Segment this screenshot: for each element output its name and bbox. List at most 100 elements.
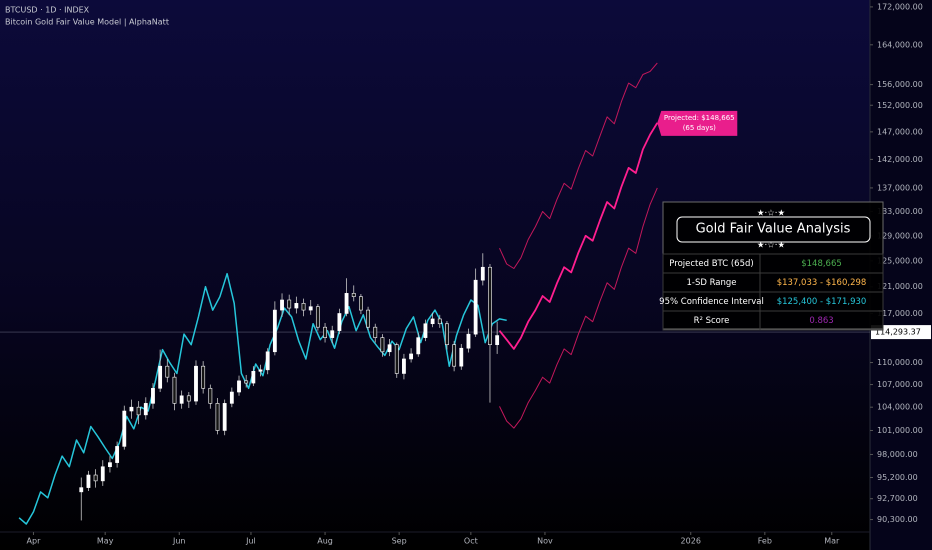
x-tick-label: 2026 xyxy=(681,537,701,546)
candle-body xyxy=(373,326,378,338)
candle-body xyxy=(122,410,127,447)
series-line xyxy=(498,122,659,350)
annotation-subtext: (65 days) xyxy=(683,124,716,132)
y-tick-label: 101,000.00 xyxy=(877,426,923,435)
y-tick-label: 172,000.00 xyxy=(877,2,923,11)
x-tick-label: Aug xyxy=(317,537,333,546)
y-tick-label: 156,000.00 xyxy=(877,80,923,89)
y-tick-label: 152,000.00 xyxy=(877,101,923,110)
x-tick-label: May xyxy=(97,537,114,546)
candle-body xyxy=(136,406,141,416)
candle-body xyxy=(358,296,363,311)
row-value: $137,033 - $160,298 xyxy=(777,278,867,288)
candle-body xyxy=(93,474,98,482)
candle-body xyxy=(423,323,428,338)
table-frame xyxy=(662,201,884,330)
candle-body xyxy=(387,344,392,353)
candle-body xyxy=(151,387,155,404)
y-tick-label: 110,000.00 xyxy=(877,358,923,367)
candle-body xyxy=(129,406,134,412)
candle-body xyxy=(409,353,414,360)
candle-body xyxy=(480,266,485,281)
series-line xyxy=(499,187,658,429)
y-tick-label: 90,300.00 xyxy=(877,515,918,524)
x-tick-label: Mar xyxy=(824,537,840,546)
candle-body xyxy=(251,370,256,384)
annotation-text: Projected: $148,665 xyxy=(664,114,735,122)
row-label: 1-SD Range xyxy=(686,278,736,288)
ornament: ★·☆·★ xyxy=(757,209,786,219)
candle-body xyxy=(294,303,299,309)
candle-body xyxy=(158,365,163,389)
candle-body xyxy=(402,358,406,374)
y-tick-label: 121,000.00 xyxy=(877,282,923,291)
candle-body xyxy=(488,266,492,345)
y-tick-label: 92,700.00 xyxy=(877,494,918,503)
candle-body xyxy=(452,344,457,367)
candle-body xyxy=(165,365,170,378)
y-tick-label: 104,000.00 xyxy=(877,403,923,412)
candle-body xyxy=(495,335,500,345)
candle-body xyxy=(351,293,356,297)
candle-body xyxy=(437,318,442,325)
candle-body xyxy=(208,387,213,404)
candle-body xyxy=(222,403,227,431)
x-tick-label: Feb xyxy=(758,537,772,546)
candle-body xyxy=(115,446,120,463)
y-tick-label: 125,000.00 xyxy=(877,256,923,265)
x-tick-label: Nov xyxy=(537,537,553,546)
table-row xyxy=(759,310,884,331)
candle-body xyxy=(229,391,234,404)
y-tick-label: 107,000.00 xyxy=(877,380,923,389)
x-tick-label: Jul xyxy=(245,537,256,546)
row-label: 95% Confidence Interval xyxy=(659,297,764,307)
candle-body xyxy=(394,344,399,374)
candle-body xyxy=(143,403,148,416)
candle-body xyxy=(459,347,464,367)
candle-body xyxy=(108,462,112,468)
y-tick-label: 142,000.00 xyxy=(877,155,923,164)
candle-body xyxy=(301,303,306,311)
series-line xyxy=(499,62,658,269)
candle-body xyxy=(344,293,349,314)
candle-body xyxy=(473,279,478,335)
row-label: Projected BTC (65d) xyxy=(669,259,753,269)
candle-body xyxy=(380,337,385,353)
y-tick-label: 147,000.00 xyxy=(877,127,923,136)
candle-body xyxy=(186,395,191,402)
table-title: Gold Fair Value Analysis xyxy=(696,222,851,237)
analysis-table: ★·☆·★ Gold Fair Value Analysis ★·☆·★ Pro… xyxy=(659,201,884,331)
candle-body xyxy=(201,365,206,389)
y-tick-label: 129,000.00 xyxy=(877,231,923,240)
candle-body xyxy=(366,309,370,328)
y-tick-label: 164,000.00 xyxy=(877,40,923,49)
y-tick-label: 137,000.00 xyxy=(877,183,923,192)
candle-body xyxy=(323,326,327,338)
candle-body xyxy=(280,299,284,311)
candle-body xyxy=(466,333,471,349)
y-tick-label: 133,000.00 xyxy=(877,207,923,216)
candle-body xyxy=(172,376,177,404)
x-tick-label: Apr xyxy=(27,537,42,546)
y-tick-label: 95,200.00 xyxy=(877,473,918,482)
title-frame xyxy=(676,216,871,243)
candle-body xyxy=(100,466,105,482)
candle-body xyxy=(308,306,313,311)
candle-body xyxy=(445,323,449,345)
indicator-title: Bitcoin Gold Fair Value Model | AlphaNat… xyxy=(5,18,169,27)
candle-body xyxy=(287,299,292,309)
candle-body xyxy=(315,306,320,328)
row-value: $125,400 - $171,930 xyxy=(777,297,867,307)
candle-body xyxy=(272,309,277,353)
candle-body xyxy=(194,365,198,402)
annotation-box xyxy=(657,110,738,136)
candle-body xyxy=(86,474,91,488)
candle-body xyxy=(237,380,241,393)
candle-body xyxy=(265,351,270,371)
candle-body xyxy=(337,313,342,331)
ornament: ★·☆·★ xyxy=(757,241,786,251)
candle-body xyxy=(430,318,435,325)
row-value: 0.863 xyxy=(809,316,833,326)
symbol-title: BTCUSD · 1D · INDEX xyxy=(5,6,90,15)
